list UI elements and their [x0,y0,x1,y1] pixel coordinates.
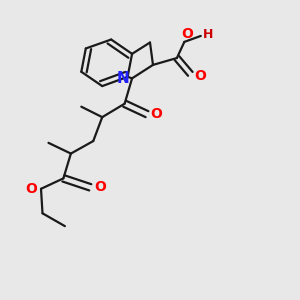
Text: O: O [194,69,206,83]
Text: N: N [117,71,130,86]
Text: O: O [94,180,106,194]
Text: O: O [26,182,38,196]
Text: H: H [203,28,213,41]
Text: O: O [151,107,163,121]
Text: O: O [182,27,193,41]
